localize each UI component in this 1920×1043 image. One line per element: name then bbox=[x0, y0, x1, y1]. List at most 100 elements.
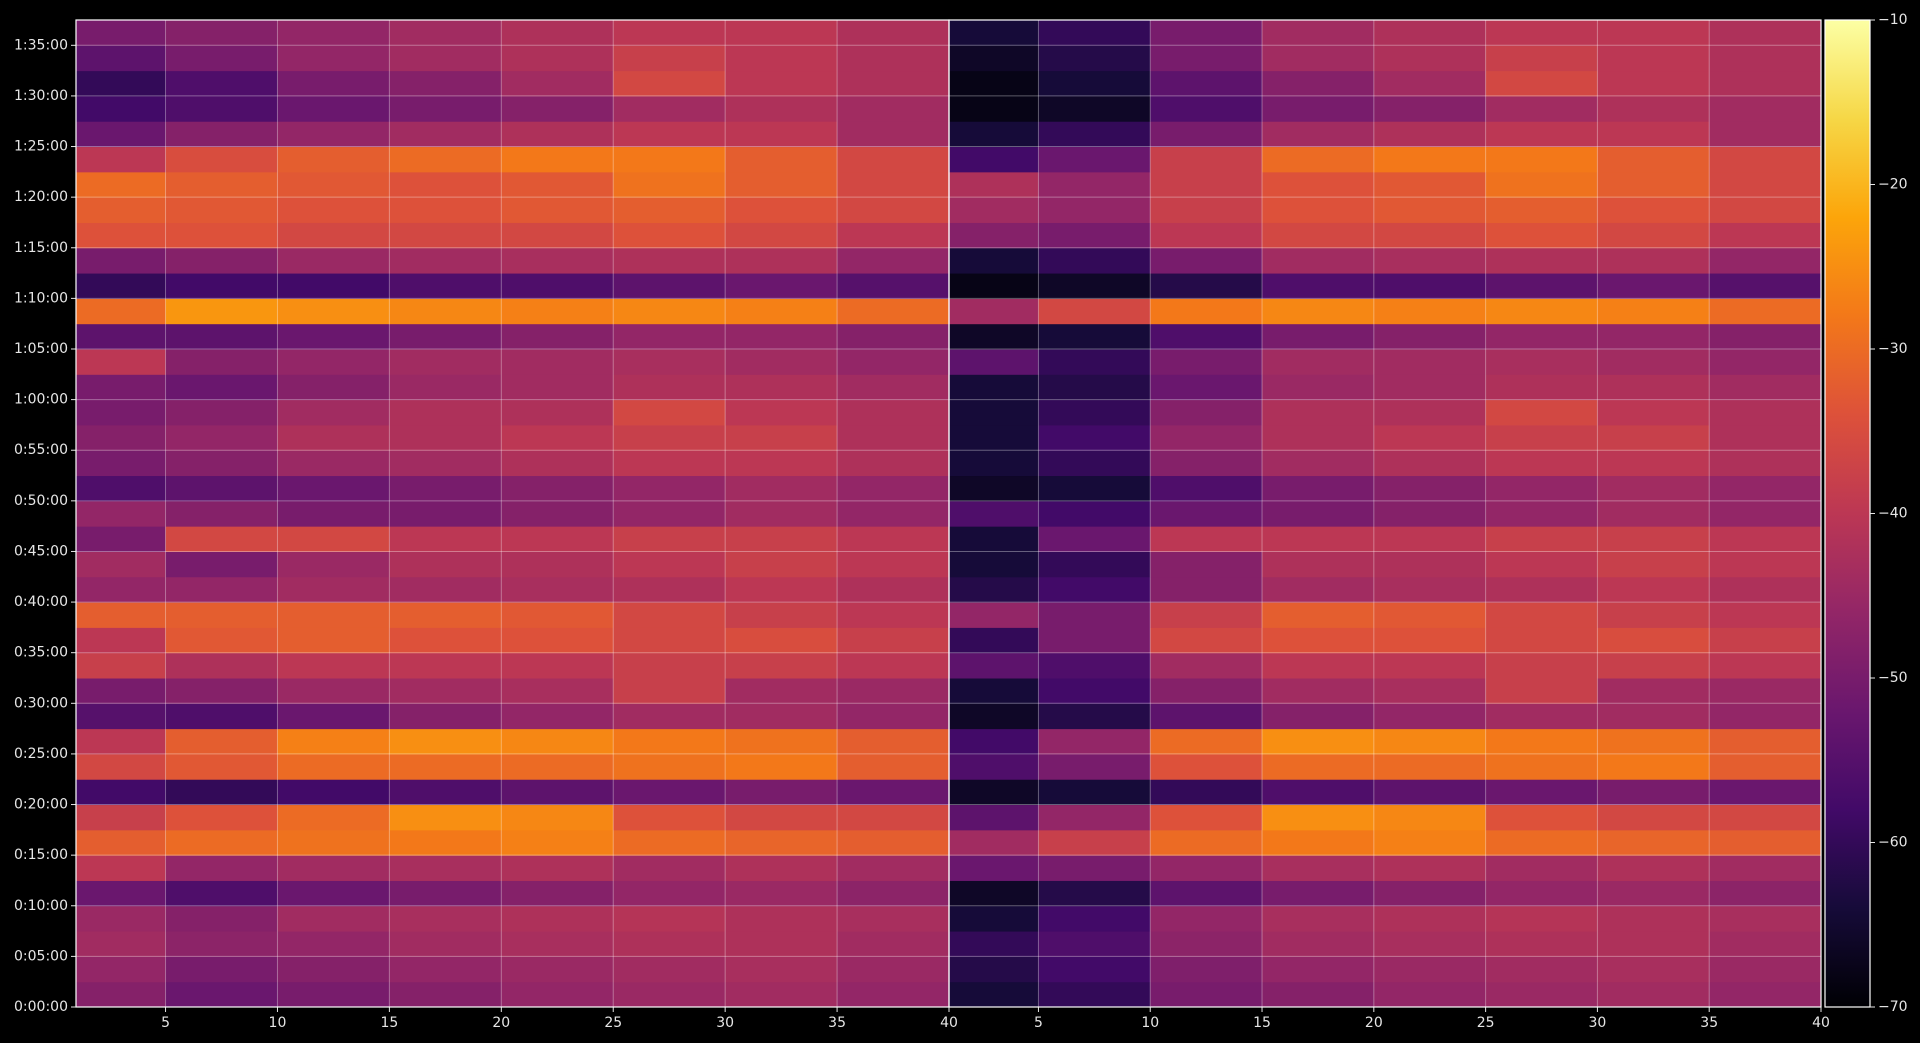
heatmap-cell bbox=[277, 146, 390, 173]
heatmap-cell bbox=[277, 728, 390, 755]
heatmap-cell bbox=[1373, 450, 1487, 477]
heatmap-cell bbox=[613, 551, 726, 578]
heatmap-cell bbox=[949, 652, 1039, 679]
x-tick-label: 20 bbox=[492, 1015, 510, 1031]
heatmap-cells bbox=[76, 20, 1822, 1008]
heatmap-cell bbox=[1262, 526, 1375, 552]
heatmap-cell bbox=[76, 475, 167, 502]
heatmap-cell bbox=[1597, 678, 1710, 704]
heatmap-cell bbox=[1373, 323, 1487, 350]
heatmap-cell bbox=[501, 855, 614, 881]
heatmap-cell bbox=[389, 703, 502, 730]
heatmap-cell bbox=[725, 20, 838, 46]
heatmap-cell bbox=[165, 753, 278, 780]
heatmap-cell bbox=[165, 804, 278, 831]
heatmap-cell bbox=[725, 804, 838, 831]
heatmap-cell bbox=[1262, 323, 1375, 350]
heatmap-cell bbox=[76, 20, 167, 46]
heatmap-cell bbox=[725, 95, 838, 122]
heatmap-cell bbox=[165, 576, 278, 603]
heatmap-cell bbox=[725, 298, 838, 325]
heatmap-cell bbox=[1709, 905, 1822, 932]
heatmap-cell bbox=[613, 602, 726, 628]
heatmap-cell bbox=[1597, 399, 1710, 426]
heatmap-cell bbox=[76, 829, 167, 856]
heatmap-cell bbox=[165, 829, 278, 856]
heatmap-cell bbox=[949, 956, 1039, 983]
heatmap-cell bbox=[837, 981, 950, 1008]
heatmap-cell bbox=[949, 374, 1039, 401]
heatmap-cell bbox=[165, 222, 278, 249]
heatmap-cell bbox=[613, 475, 726, 502]
heatmap-cell bbox=[165, 931, 278, 957]
heatmap-cell bbox=[837, 298, 950, 325]
heatmap-cell bbox=[613, 298, 726, 325]
heatmap-cell bbox=[1373, 298, 1487, 325]
heatmap-cell bbox=[725, 829, 838, 856]
heatmap-cell bbox=[389, 855, 502, 881]
colorbar-tick-label: −40 bbox=[1878, 506, 1908, 522]
heatmap-cell bbox=[1150, 197, 1263, 223]
heatmap-cell bbox=[1597, 45, 1710, 72]
heatmap-cell bbox=[1150, 829, 1263, 856]
heatmap-cell bbox=[949, 576, 1039, 603]
heatmap-cell bbox=[725, 652, 838, 679]
heatmap-cell bbox=[165, 121, 278, 148]
heatmap-cell bbox=[389, 652, 502, 679]
x-tick-label: 15 bbox=[380, 1015, 398, 1031]
heatmap-cell bbox=[725, 424, 838, 451]
heatmap-cell bbox=[949, 146, 1039, 173]
heatmap-cell bbox=[1150, 475, 1263, 502]
heatmap-cell bbox=[837, 602, 950, 628]
heatmap-cell bbox=[613, 855, 726, 881]
heatmap-cell bbox=[1262, 981, 1375, 1008]
heatmap-cell bbox=[1597, 779, 1710, 806]
heatmap-cell bbox=[837, 627, 950, 654]
heatmap-cell bbox=[1597, 323, 1710, 350]
heatmap-cell bbox=[837, 728, 950, 755]
heatmap-cell bbox=[277, 450, 390, 477]
heatmap-cell bbox=[1150, 602, 1263, 628]
heatmap-cell bbox=[165, 247, 278, 274]
heatmap-cell bbox=[613, 956, 726, 983]
heatmap-cell bbox=[1373, 905, 1487, 932]
heatmap-cell bbox=[1262, 703, 1375, 730]
heatmap-cell bbox=[76, 804, 167, 831]
heatmap-cell bbox=[1597, 424, 1710, 451]
heatmap-cell bbox=[76, 424, 167, 451]
heatmap-cell bbox=[389, 728, 502, 755]
heatmap-cell bbox=[1262, 779, 1375, 806]
heatmap-cell bbox=[1150, 121, 1263, 148]
heatmap-cell bbox=[277, 349, 390, 375]
heatmap-cell bbox=[1038, 779, 1151, 806]
heatmap-cell bbox=[165, 95, 278, 122]
heatmap-cell bbox=[76, 247, 167, 274]
heatmap-cell bbox=[1262, 298, 1375, 325]
heatmap-cell bbox=[1038, 880, 1151, 907]
x-tick-label: 30 bbox=[1588, 1015, 1606, 1031]
heatmap-cell bbox=[1262, 197, 1375, 223]
heatmap-cell bbox=[613, 931, 726, 957]
heatmap-cell bbox=[1038, 956, 1151, 983]
heatmap-cell bbox=[501, 247, 614, 274]
heatmap-cell bbox=[1485, 247, 1598, 274]
heatmap-cell bbox=[725, 500, 838, 527]
heatmap-cell bbox=[389, 602, 502, 628]
heatmap-cell bbox=[1485, 121, 1598, 148]
heatmap-cell bbox=[1150, 728, 1263, 755]
heatmap-cell bbox=[1373, 728, 1487, 755]
heatmap-cell bbox=[1150, 70, 1263, 97]
heatmap-cell bbox=[837, 222, 950, 249]
heatmap-cell bbox=[76, 779, 167, 806]
heatmap-cell bbox=[1709, 981, 1822, 1008]
heatmap-cell bbox=[76, 374, 167, 401]
heatmap-cell bbox=[277, 576, 390, 603]
heatmap-cell bbox=[1150, 678, 1263, 704]
heatmap-cell bbox=[1485, 197, 1598, 223]
heatmap-cell bbox=[501, 981, 614, 1008]
heatmap-cell bbox=[1485, 981, 1598, 1008]
heatmap-cell bbox=[1373, 931, 1487, 957]
heatmap-cell bbox=[1709, 298, 1822, 325]
heatmap-cell bbox=[1485, 703, 1598, 730]
